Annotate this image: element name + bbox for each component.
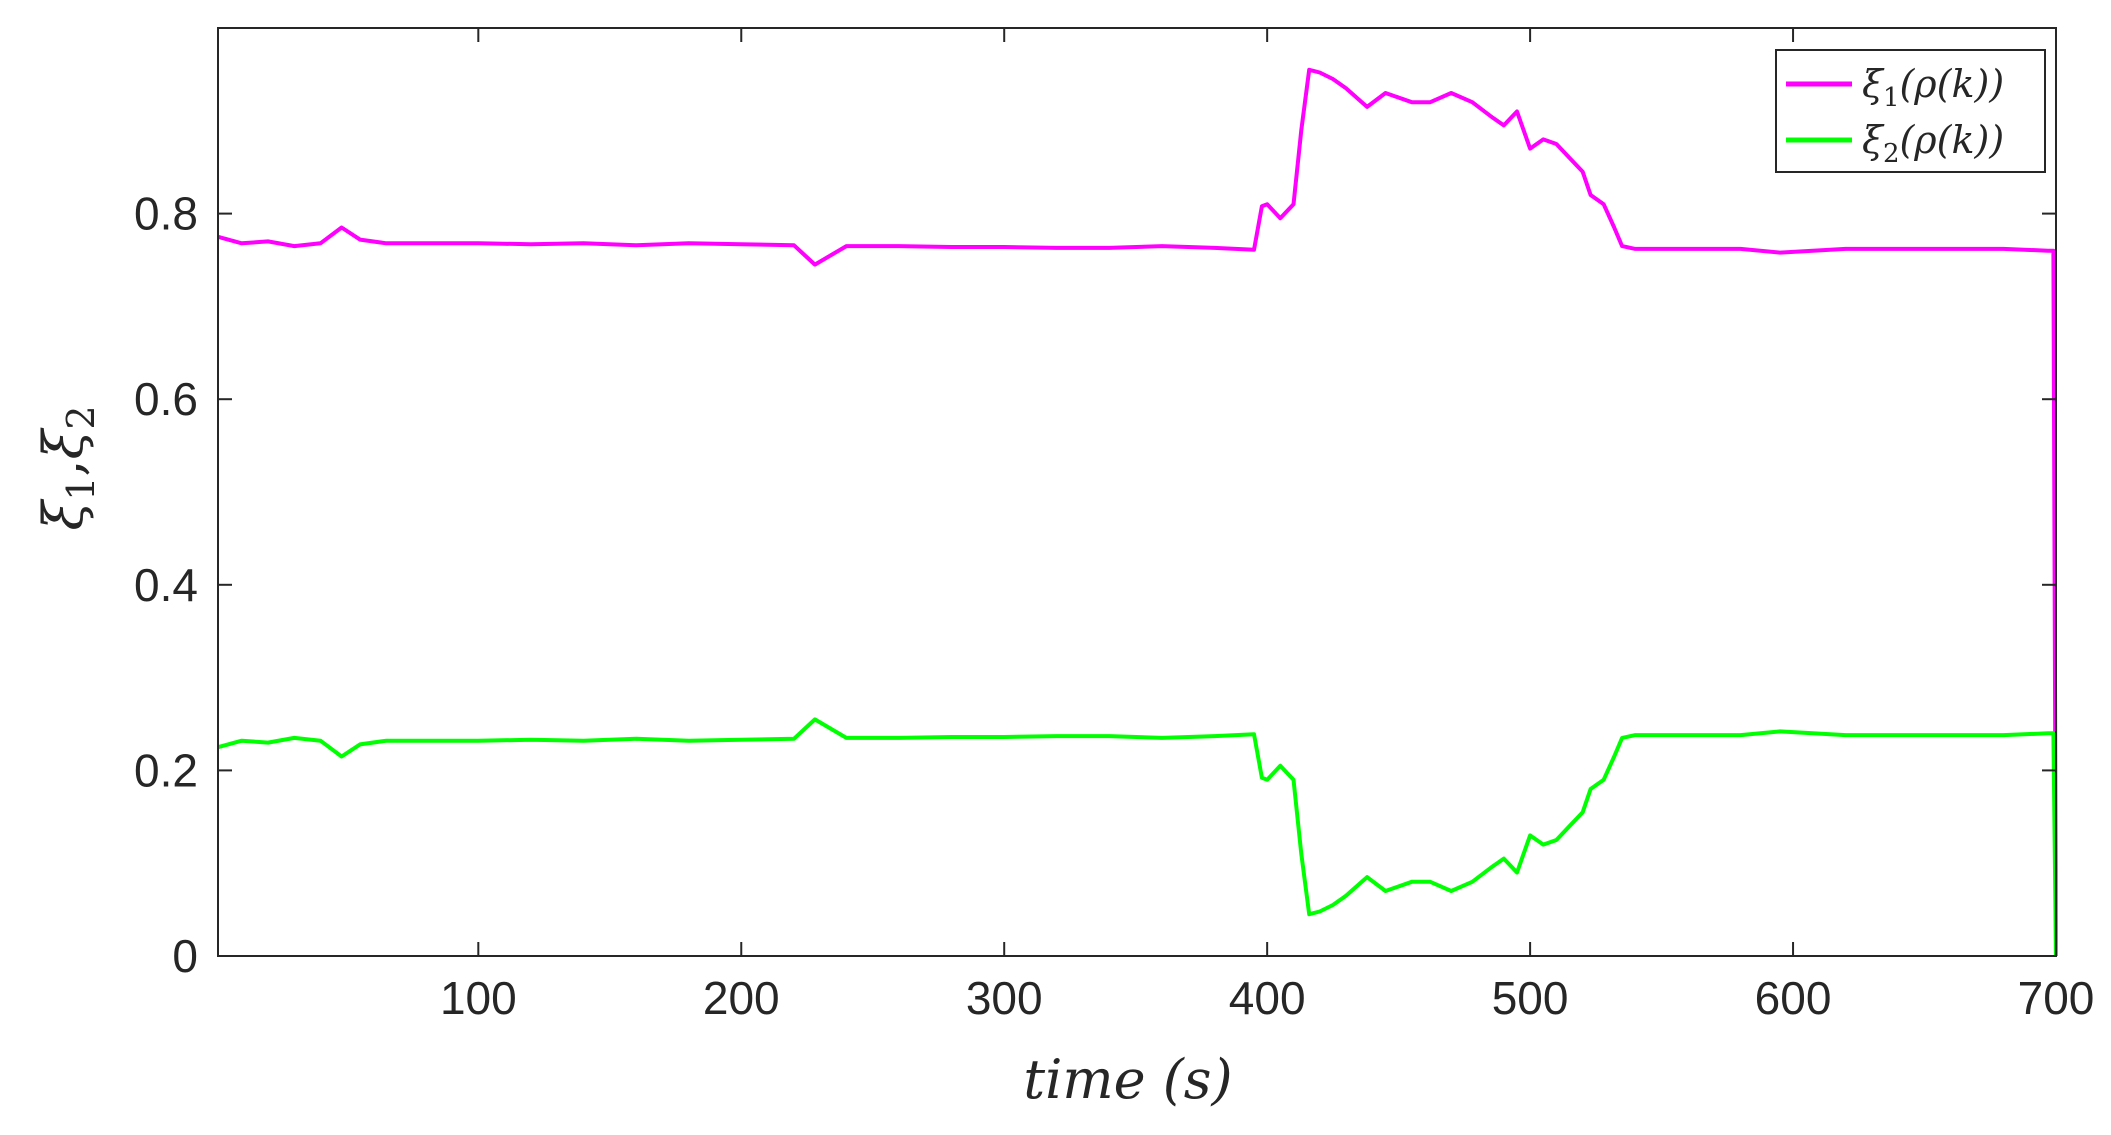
y-axis-title-sym1: ξ [32,499,95,531]
legend-xi1-sym: ξ [1862,62,1885,106]
x-axis-title-unit: (s) [1163,1048,1233,1111]
series-line-xi1 [217,67,2058,957]
axes-box [217,27,2057,957]
x-tick-label-700: 700 [2018,972,2095,1024]
x-tick-label-400: 400 [1229,972,1306,1024]
y-axis-title-sub2: 2 [59,405,103,429]
legend-xi1-rest: (ρ(k)) [1899,62,2004,106]
legend-xi1-sub: 1 [1883,83,1900,113]
y-axis-title-sym2: ξ [32,427,95,459]
y-tick-label-1: 0.2 [134,744,198,796]
y-tick-label-3: 0.6 [134,373,198,425]
y-axis-title-sub1: 1 [59,477,103,501]
y-axis-title-sep: , [32,459,95,476]
legend-xi2-rest: (ρ(k)) [1899,118,2004,162]
ticks-layer: 100 200 300 400 500 600 700 0 0.2 0.4 0.6 0.8 [134,28,2094,1024]
y-tick-label-4: 0.8 [134,188,198,240]
x-axis-title-main: time [1023,1048,1145,1111]
x-tick-label-500: 500 [1492,972,1569,1024]
plot-area [218,28,2056,956]
x-tick-label-200: 200 [703,972,780,1024]
legend-xi2-sub: 2 [1883,139,1900,169]
y-tick-label-0: 0 [172,930,198,982]
legend-label-xi1: ξ1(ρ(k)) [1862,62,2004,113]
series-line-xi2 [217,717,2058,957]
y-axis-title: ξ1,ξ2 [32,405,103,530]
legend-xi2-sym: ξ [1862,118,1885,162]
y-tick-label-2: 0.4 [134,559,198,611]
legend-box [1775,49,2046,173]
x-tick-label-600: 600 [1755,972,1832,1024]
series-layer [217,67,2058,957]
legend-label-xi2: ξ2(ρ(k)) [1862,118,2004,169]
x-tick-label-100: 100 [440,972,517,1024]
x-tick-label-300: 300 [966,972,1043,1024]
x-axis-title: time (s) [1023,1048,1232,1111]
legend: ξ1(ρ(k)) ξ2(ρ(k)) [1775,49,2046,173]
